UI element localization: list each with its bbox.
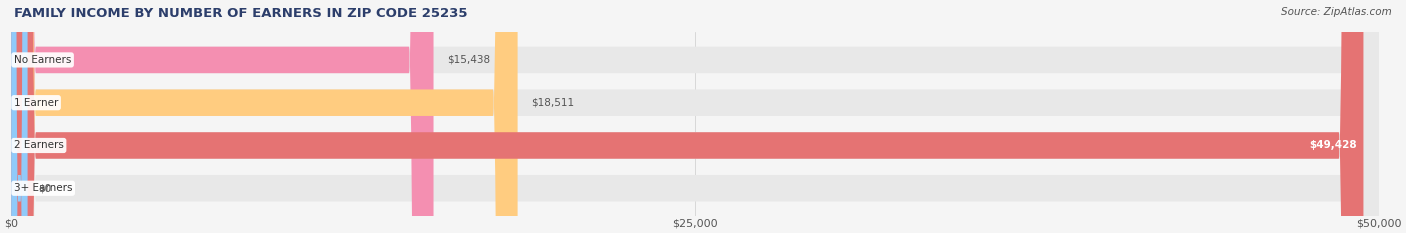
FancyBboxPatch shape [11,0,1379,233]
Text: $0: $0 [38,183,52,193]
Text: FAMILY INCOME BY NUMBER OF EARNERS IN ZIP CODE 25235: FAMILY INCOME BY NUMBER OF EARNERS IN ZI… [14,7,468,20]
FancyBboxPatch shape [11,0,1379,233]
Text: $15,438: $15,438 [447,55,491,65]
FancyBboxPatch shape [11,0,433,233]
FancyBboxPatch shape [11,0,28,233]
Text: $18,511: $18,511 [531,98,575,108]
Text: 1 Earner: 1 Earner [14,98,58,108]
Text: $49,428: $49,428 [1309,140,1357,151]
FancyBboxPatch shape [11,0,1364,233]
Text: Source: ZipAtlas.com: Source: ZipAtlas.com [1281,7,1392,17]
FancyBboxPatch shape [11,0,517,233]
Text: 3+ Earners: 3+ Earners [14,183,72,193]
FancyBboxPatch shape [11,0,1379,233]
FancyBboxPatch shape [11,0,1379,233]
Text: No Earners: No Earners [14,55,72,65]
Text: 2 Earners: 2 Earners [14,140,63,151]
